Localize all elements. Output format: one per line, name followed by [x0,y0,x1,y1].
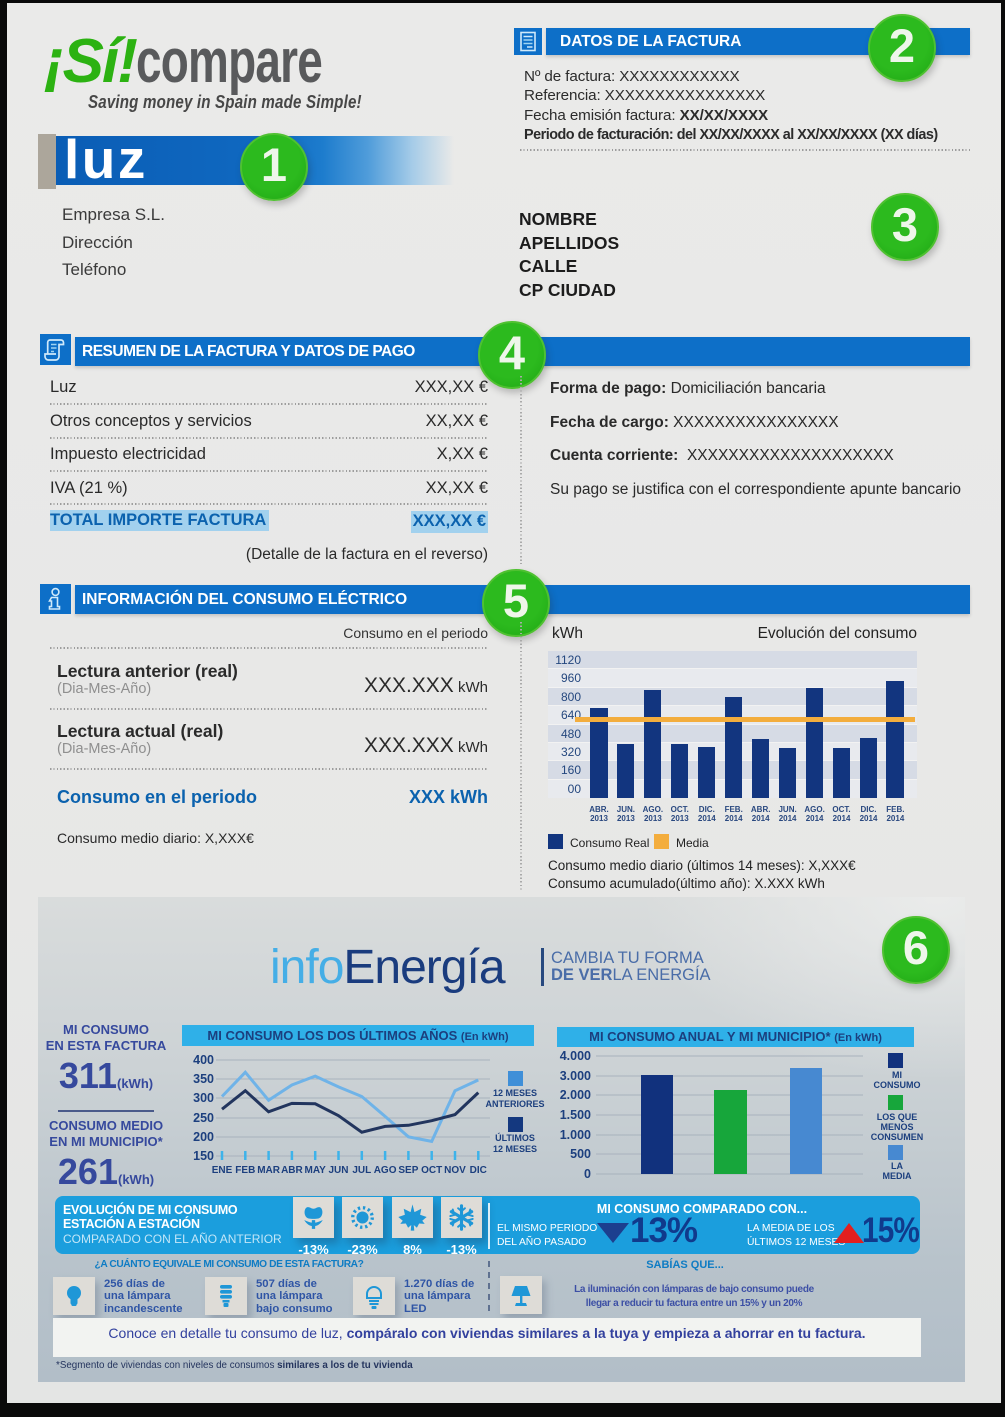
svg-text:150: 150 [193,1149,214,1163]
svg-text:NOV: NOV [444,1165,466,1176]
svg-text:1.000: 1.000 [560,1128,591,1142]
svg-text:ENE: ENE [212,1165,233,1176]
svg-text:2.000: 2.000 [560,1088,591,1102]
svg-text:SEP: SEP [398,1165,418,1176]
svg-text:200: 200 [193,1130,214,1144]
svg-text:OCT: OCT [421,1165,442,1176]
svg-text:1.500: 1.500 [560,1108,591,1122]
svg-text:250: 250 [193,1111,214,1125]
svg-text:MAR: MAR [257,1165,281,1176]
svg-text:300: 300 [193,1091,214,1105]
svg-text:FEB: FEB [235,1165,255,1176]
svg-text:JUN: JUN [328,1165,348,1176]
svg-text:4.000: 4.000 [560,1050,591,1063]
svg-text:AGO: AGO [374,1165,397,1176]
svg-text:MAY: MAY [305,1165,327,1176]
svg-text:350: 350 [193,1072,214,1086]
svg-text:3.000: 3.000 [560,1069,591,1083]
svg-text:JUL: JUL [352,1165,371,1176]
svg-text:400: 400 [193,1053,214,1067]
svg-text:DIC: DIC [470,1165,487,1176]
svg-text:500: 500 [570,1147,591,1161]
svg-text:0: 0 [584,1167,591,1180]
svg-text:ABR: ABR [281,1165,303,1176]
